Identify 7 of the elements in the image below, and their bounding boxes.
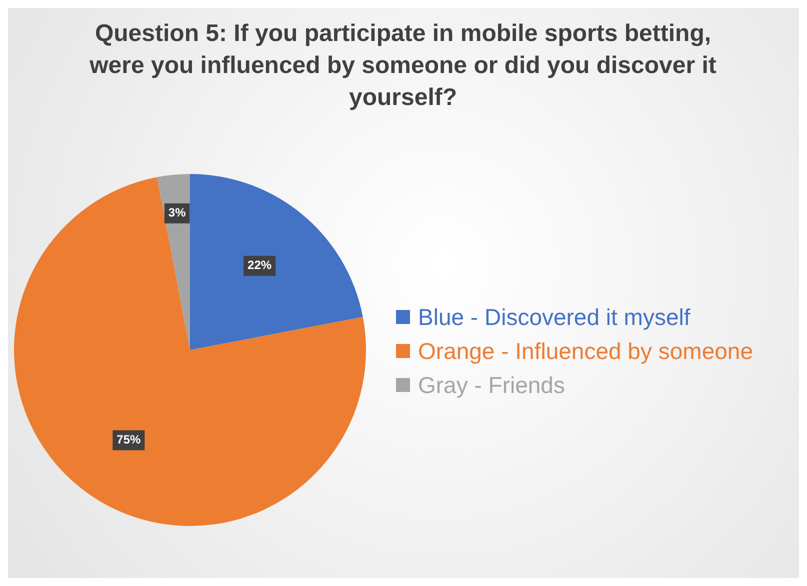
data-label: 3% bbox=[168, 206, 186, 220]
chart-title: Question 5: If you participate in mobile sports betting, were you influenced by someone or did you discover it yourself? bbox=[88, 19, 718, 113]
data-label: 75% bbox=[116, 432, 141, 447]
legend-label: Orange - Influenced by someone bbox=[418, 337, 753, 366]
legend-label: Gray - Friends bbox=[418, 371, 565, 400]
data-label: 22% bbox=[248, 258, 272, 272]
legend-label: Blue - Discovered it myself bbox=[418, 303, 690, 332]
